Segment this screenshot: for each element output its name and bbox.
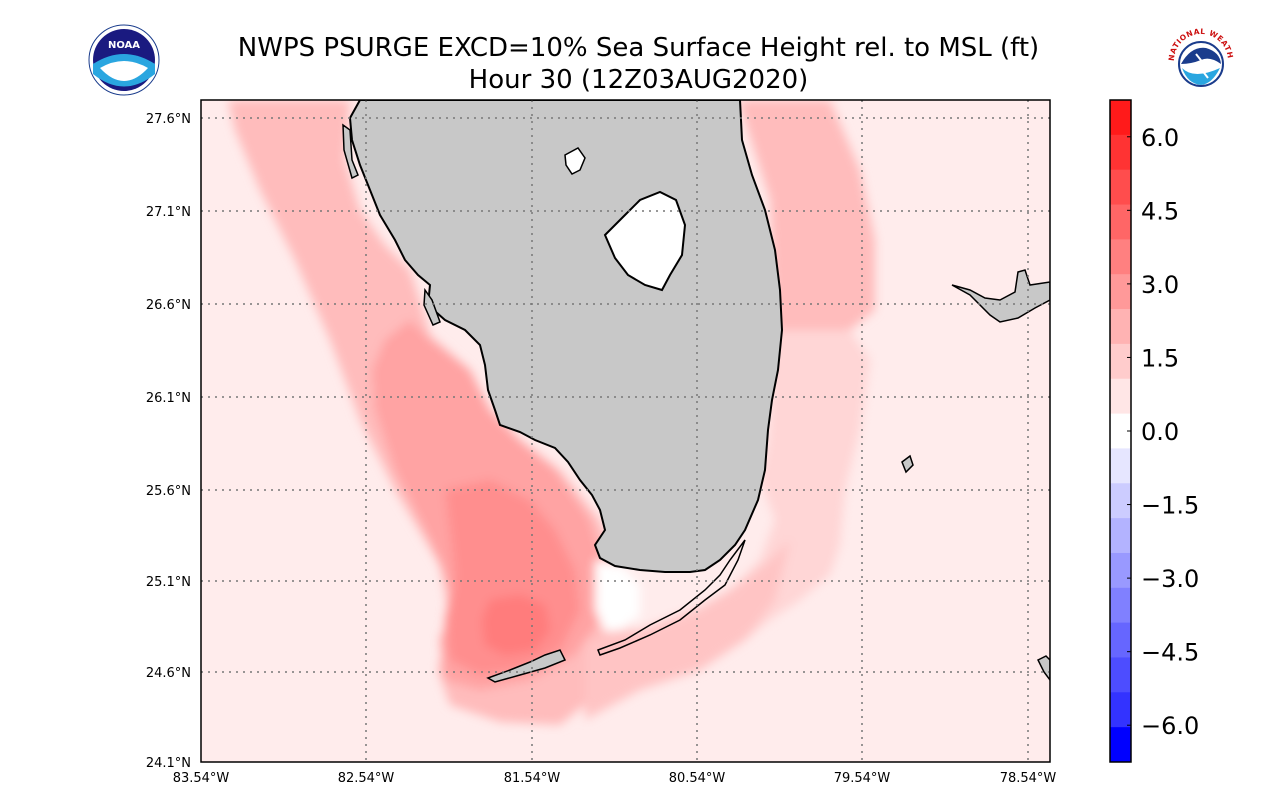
- colorbar-tick-label: 3.0: [1141, 271, 1179, 299]
- lon-label: 82.54°W: [338, 771, 395, 786]
- noaa-logo-icon: NOAA: [88, 24, 160, 96]
- bahamas-andros: [1036, 655, 1050, 682]
- colorbar-swatch: [1110, 622, 1131, 658]
- lon-label: 80.54°W: [669, 771, 726, 786]
- nws-logo-icon: NATIONAL WEATHER SERVICE: [1164, 24, 1237, 97]
- colorbar-ticks: 6.0 4.5 3.0 1.5 0.0 −1.5 −3.0 −4.5 −6.0: [1127, 124, 1199, 740]
- noaa-logo-text: NOAA: [108, 40, 140, 51]
- colorbar-swatch: [1110, 657, 1131, 693]
- lat-label: 27.6°N: [146, 112, 191, 127]
- surge-band-east-coast: [610, 330, 870, 670]
- lon-label: 78.54°W: [1000, 771, 1057, 786]
- colorbar-tick-label: 0.0: [1141, 418, 1179, 446]
- lat-label: 24.1°N: [146, 756, 191, 771]
- colorbar-swatch: [1110, 448, 1131, 484]
- colorbar-tick-label: 1.5: [1141, 344, 1179, 372]
- map-frame: [200, 99, 1051, 763]
- island-gulf-2: [423, 287, 441, 326]
- bahamas-bimini: [901, 454, 914, 474]
- colorbar-swatch: [1110, 100, 1131, 136]
- surge-band-keys: [585, 540, 790, 720]
- florida-keys: [486, 649, 567, 683]
- lon-label: 79.54°W: [834, 771, 891, 786]
- map-area: [201, 100, 1050, 762]
- chart-title: NWPS PSURGE EXCD=10% Sea Surface Height …: [237, 33, 1040, 63]
- lat-axis: 27.6°N 27.1°N 26.6°N 26.1°N 25.6°N 25.1°…: [146, 112, 191, 771]
- lat-label: 24.6°N: [146, 666, 191, 681]
- surge-zero-bay: [595, 560, 640, 632]
- colorbar-swatch: [1110, 204, 1131, 240]
- colorbar-swatch: [1110, 483, 1131, 519]
- lat-label: 26.1°N: [146, 391, 191, 406]
- lon-axis: 83.54°W 82.54°W 81.54°W 80.54°W 79.54°W …: [173, 771, 1057, 786]
- colorbar-swatch: [1110, 692, 1131, 728]
- colorbar-swatch: [1110, 518, 1131, 554]
- colorbar-tick-label: −4.5: [1141, 639, 1199, 667]
- colorbar-swatch: [1110, 343, 1131, 380]
- lat-label: 26.6°N: [146, 298, 191, 313]
- colorbar-swatch: [1110, 309, 1131, 345]
- colorbar-swatch: [1110, 239, 1131, 275]
- colorbar-swatch: [1110, 274, 1131, 310]
- colorbar-swatch: [1110, 587, 1131, 624]
- lon-label: 83.54°W: [173, 771, 230, 786]
- lat-label: 25.1°N: [146, 575, 191, 590]
- colorbar-tick-label: 6.0: [1141, 124, 1179, 152]
- colorbar-swatch: [1110, 727, 1131, 763]
- colorbar-tick-label: −6.0: [1141, 712, 1199, 740]
- lat-label: 25.6°N: [146, 484, 191, 499]
- surge-band-east: [738, 100, 875, 330]
- graticule: [201, 100, 1050, 762]
- florida-keys-east: [597, 539, 746, 656]
- surge-band-west-peak: [482, 595, 550, 655]
- colorbar-swatch: [1110, 552, 1131, 589]
- colorbar: [1109, 99, 1132, 763]
- colorbar-tick-label: 4.5: [1141, 197, 1179, 225]
- colorbar-swatch: [1110, 134, 1131, 171]
- bahamas-grand-bahama: [951, 269, 1050, 323]
- inland-lake: [564, 147, 586, 175]
- colorbar-swatch: [1110, 169, 1131, 206]
- lake-okeechobee: [603, 190, 687, 292]
- colorbar-tick-label: −3.0: [1141, 565, 1199, 593]
- colorbar-swatch: [1110, 413, 1131, 449]
- lat-label: 27.1°N: [146, 205, 191, 220]
- lon-label: 81.54°W: [504, 771, 561, 786]
- colorbar-tick-label: −1.5: [1141, 492, 1199, 520]
- colorbar-swatch: [1110, 378, 1131, 415]
- island-gulf-1: [342, 123, 359, 180]
- chart-subtitle: Hour 30 (12Z03AUG2020): [468, 65, 809, 95]
